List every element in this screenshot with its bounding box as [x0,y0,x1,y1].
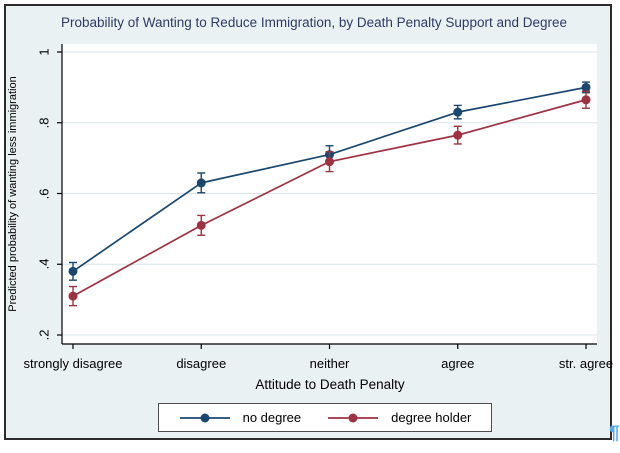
y-tick-label: .6 [36,188,52,199]
legend-item: no degree [179,410,302,425]
chart-title: Probability of Wanting to Reduce Immigra… [60,15,568,30]
y-tick-label: .8 [36,117,52,129]
legend-label: degree holder [391,410,472,425]
x-tick-label: strongly disagree [23,356,123,371]
data-point-marker [453,130,463,140]
legend: no degree degree holder [158,403,492,432]
legend-line-sample [328,413,379,422]
data-point-marker [68,291,78,301]
data-point-marker [196,220,206,230]
x-axis-title: Attitude to Death Penalty [255,377,405,392]
plot-area [57,44,597,349]
data-point-marker [453,107,463,117]
y-axis-title: Predicted probability of wanting less im… [7,76,19,312]
data-point-marker [196,178,206,188]
y-tick-label: .4 [36,258,52,270]
x-tick-label: agree [441,356,475,371]
y-tick-label: 1 [36,48,52,56]
legend-label: no degree [242,410,302,425]
x-tick-label: str. agree [558,356,614,371]
paragraph-mark: ¶ [609,423,620,444]
legend-line-sample [179,413,230,422]
data-point-marker [68,266,78,276]
x-tick-label: neither [309,356,350,371]
x-tick-label: disagree [176,356,227,371]
data-point-marker [325,157,334,167]
data-point-marker [581,82,591,92]
y-tick-label: .2 [36,329,52,341]
data-point-marker [581,95,591,105]
legend-item: degree holder [327,410,471,425]
